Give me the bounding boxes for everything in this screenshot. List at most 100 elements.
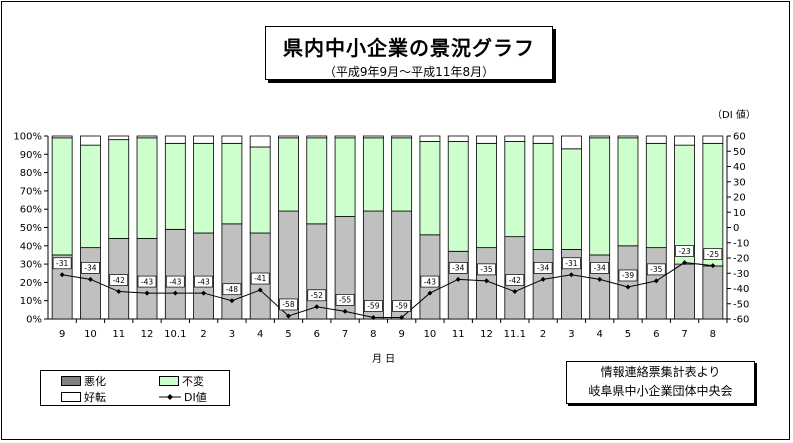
bar-same — [419, 141, 441, 236]
x-tick-label: 12 — [141, 329, 154, 340]
di-label-box — [392, 300, 411, 312]
di-data-label: -43 — [197, 277, 209, 286]
di-label-box — [137, 275, 157, 288]
right-tick-label: 60 — [733, 132, 746, 143]
di-point — [116, 289, 122, 295]
di-point — [370, 314, 376, 320]
legend-item-same: 不変 — [159, 374, 204, 388]
source-line-1: 情報連絡票集計表より — [600, 365, 721, 379]
bar-better — [334, 135, 356, 139]
di-point — [682, 260, 688, 266]
bar-same — [617, 137, 639, 247]
di-label-box — [505, 274, 525, 286]
di-point — [87, 276, 93, 282]
bar-worse — [447, 250, 469, 320]
right-tick-label: 20 — [733, 193, 746, 204]
di-label-box — [448, 262, 468, 274]
x-tick-label: 8 — [370, 329, 376, 340]
di-point — [314, 304, 320, 310]
di-data-label: -43 — [169, 277, 181, 286]
right-tick-label: -20 — [733, 254, 749, 265]
x-tick-label: 6 — [314, 329, 320, 340]
legend-item-better: 好転 — [61, 390, 106, 404]
bar-better — [617, 135, 639, 139]
bar-better — [51, 135, 73, 139]
right-tick-label: 40 — [733, 162, 746, 173]
di-point — [399, 314, 405, 320]
x-tick-label: 5 — [625, 329, 631, 340]
di-point — [285, 313, 291, 319]
x-tick-label: 7 — [342, 329, 348, 340]
left-tick-label: 70% — [20, 186, 42, 197]
source-note: 情報連絡票集計表より 岐阜県中小企業団体中央会 — [566, 361, 755, 404]
left-tick-label: 60% — [20, 205, 42, 216]
di-label-box — [307, 289, 327, 302]
di-label-box — [533, 262, 553, 274]
di-data-label: -23 — [678, 247, 690, 256]
di-data-label: -55 — [339, 296, 351, 305]
left-tick-label: 80% — [20, 168, 42, 179]
bar-better — [645, 135, 667, 144]
bar-better — [362, 135, 384, 139]
bars-layer — [51, 135, 724, 320]
x-tick-label: 4 — [257, 329, 263, 340]
bar-better — [560, 135, 582, 150]
right-tick-label: -30 — [733, 269, 749, 280]
bar-better — [164, 135, 186, 144]
bar-same — [221, 142, 243, 225]
di-data-label: -42 — [113, 276, 125, 285]
di-point — [427, 290, 433, 296]
bar-better — [476, 135, 497, 144]
x-tick-label: 6 — [653, 329, 659, 340]
left-tick-label: 20% — [20, 278, 42, 289]
bar-same — [560, 148, 582, 250]
bar-better — [80, 135, 101, 146]
di-data-label: -48 — [226, 285, 238, 294]
legend-item-worse: 悪化 — [61, 374, 106, 388]
x-tick-label: 3 — [229, 329, 235, 340]
legend-swatch-better — [61, 392, 81, 402]
di-data-label: -25 — [707, 250, 719, 259]
bar-same — [164, 142, 186, 230]
bar-same — [476, 142, 497, 249]
right-tick-label: -60 — [733, 315, 749, 326]
bar-worse — [702, 265, 724, 320]
right-tick-label: -40 — [733, 284, 749, 295]
x-tick-label: 11 — [452, 329, 465, 340]
x-tick-label: 9 — [59, 329, 65, 340]
bar-better — [589, 135, 611, 139]
x-tick-label: 9 — [398, 329, 404, 340]
di-point — [144, 290, 150, 296]
di-point — [455, 276, 461, 282]
di-data-label: -34 — [452, 264, 464, 273]
di-data-label: -52 — [311, 291, 323, 300]
left-tick-label: 100% — [13, 132, 42, 143]
bar-same — [645, 142, 667, 249]
axes-layer: 0%10%20%30%40%50%60%70%80%90%100%-60-50-… — [13, 132, 749, 341]
bar-better — [447, 135, 469, 142]
di-label-box — [477, 263, 496, 276]
bar-same — [136, 137, 158, 239]
right-tick-label: 50 — [733, 147, 746, 158]
di-data-label: -34 — [594, 264, 606, 273]
bar-better — [702, 135, 724, 144]
di-line-layer — [59, 260, 716, 320]
legend-item-di: DI値 — [159, 390, 207, 404]
bar-worse — [80, 247, 101, 320]
x-axis-title: 月 日 — [372, 353, 395, 365]
x-tick-label: 3 — [568, 329, 574, 340]
di-data-label: -59 — [396, 302, 408, 311]
legend-di-line-icon — [159, 394, 181, 400]
di-point — [257, 287, 263, 293]
bar-better — [221, 135, 243, 144]
bar-worse — [674, 263, 695, 320]
left-tick-label: 40% — [20, 241, 42, 252]
di-point — [172, 290, 178, 296]
di-data-label: -39 — [622, 271, 634, 280]
legend-label-worse: 悪化 — [84, 375, 106, 388]
left-tick-label: 50% — [20, 223, 42, 234]
di-label-box — [335, 294, 355, 306]
di-data-label: -41 — [254, 274, 266, 283]
